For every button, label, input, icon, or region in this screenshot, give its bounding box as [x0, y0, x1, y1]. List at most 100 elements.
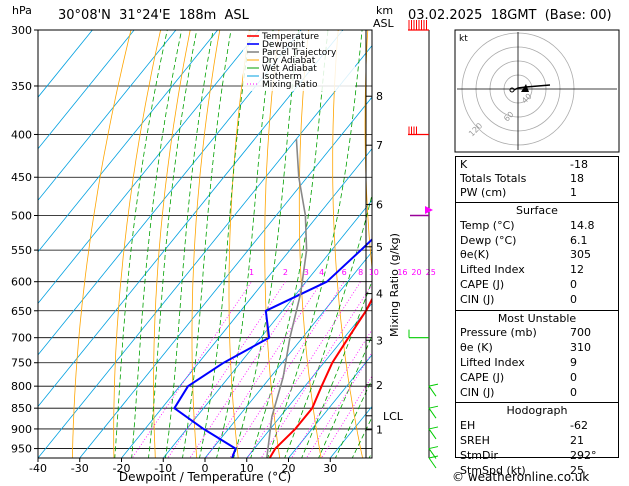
most-unstable-row-label: CAPE (J) [460, 370, 505, 384]
surface-row: Dewp (°C) 6.1 [460, 234, 614, 249]
wet-adiabat-line [334, 378, 372, 458]
most-unstable-row: CIN (J) 0 [460, 386, 614, 401]
mixing-ratio-line [260, 283, 372, 458]
most-unstable-row-label: Lifted Index [460, 355, 525, 369]
pressure-tick-label: 550 [11, 244, 32, 257]
most-unstable-row-value: 0 [570, 385, 577, 399]
km-tick-label: 1 [376, 424, 383, 437]
most-unstable-row-label: Pressure (mb) [460, 326, 537, 340]
hodograph-table-row-label: StmSpd (kt) [460, 463, 526, 477]
surface-row: Lifted Index 12 [460, 263, 614, 278]
wet-adiabat-line [199, 30, 252, 458]
hodograph-table-row: SREH 21 [460, 434, 614, 449]
surface-row-value: 14.8 [570, 218, 595, 232]
surface-row: θe(K) 305 [460, 248, 614, 263]
surface-row-value: 6.1 [570, 233, 588, 247]
x-axis-title: Dewpoint / Temperature (°C) [119, 470, 291, 484]
wind-barb-icon [428, 426, 439, 440]
pressure-tick-label: 350 [11, 80, 32, 93]
hodograph-table-row-value: 292° [570, 448, 597, 462]
temperature-tick-label: -30 [71, 462, 89, 475]
storm-motion-icon [521, 84, 529, 92]
dry-adiabat-line [364, 30, 372, 273]
surface-row-label: CAPE (J) [460, 277, 505, 291]
pressure-tick-label: 650 [11, 305, 32, 318]
isotherm-line [38, 30, 260, 305]
mixing-ratio-line [131, 281, 252, 458]
totals-value: 18 [570, 172, 584, 185]
dry-adiabat-line [113, 30, 161, 458]
pressure-tick-label: 950 [11, 443, 32, 456]
km-tick-label: 4 [376, 288, 383, 301]
dry-adiabat-line [332, 30, 364, 458]
surface-row-value: 0 [570, 292, 577, 306]
pressure-tick-label: 300 [11, 24, 32, 37]
location-title: 30°08'N 31°24'E 188m ASL [58, 8, 249, 23]
km-label: km [376, 4, 394, 17]
dry-adiabat-line [153, 30, 191, 458]
pw-label: PW (cm) [460, 186, 507, 199]
pressure-tick-label: 700 [11, 332, 32, 345]
mixing-ratio-line [246, 281, 361, 458]
temperature-tick-label: 20 [282, 462, 296, 475]
pressure-tick-label: 450 [11, 171, 32, 184]
hodograph-table-row-value: 21 [570, 433, 584, 447]
mixing-ratio-line [205, 281, 323, 458]
hodograph-table-row-value: 25 [570, 463, 584, 477]
isotherm-line [246, 302, 372, 458]
legend: Temperature Dewpoint Parcel Trajectory D… [243, 31, 355, 91]
hodograph-title: Hodograph [506, 404, 568, 418]
surface-row-label: Lifted Index [460, 263, 525, 277]
temperature-tick-label: -20 [113, 462, 131, 475]
mixing-ratio-axis-title: Mixing Ratio (g/kg) [388, 233, 401, 337]
mixing-ratio-line [321, 375, 372, 458]
mixing-ratio-line [189, 281, 307, 458]
wind-barb-icon [428, 405, 439, 419]
hodograph-origin-icon [509, 87, 515, 93]
most-unstable-block: Most Unstable Pressure (mb) 700 θe (K) 310 L… [456, 311, 618, 404]
isotherm-line [204, 251, 372, 458]
indices-panel: K -18 Totals Totals 18 PW (cm) 1 Surface… [455, 156, 619, 477]
k-index-value: -18 [570, 158, 588, 171]
pressure-tick-label: 850 [11, 402, 32, 415]
pressure-tick-label: 800 [11, 380, 32, 393]
mixing-ratio-label: 16 [397, 268, 407, 277]
most-unstable-row-value: 700 [570, 326, 591, 340]
most-unstable-title: Most Unstable [497, 311, 577, 325]
km-tick-label: 8 [376, 90, 383, 103]
mixing-ratio-label: 1 [249, 268, 254, 277]
isotherm-line [38, 30, 218, 253]
hpa-label: hPa [12, 4, 32, 17]
surface-row: Temp (°C) 14.8 [460, 219, 614, 234]
hodograph-table-row: EH -62 [460, 419, 614, 434]
hodograph-table-row: StmSpd (kt) 25 [460, 464, 614, 479]
km-tick-label: 2 [376, 379, 383, 392]
isotherm-line [38, 45, 372, 458]
most-unstable-row-label: θe (K) [460, 341, 493, 355]
wet-adiabat-line [148, 30, 198, 458]
hodograph-kt-label: kt [459, 34, 468, 44]
hodograph-table-row-label: StmDir [460, 448, 499, 462]
legend-parcel: Parcel Trajectory [262, 48, 337, 58]
pressure-tick-label: 400 [11, 128, 32, 141]
wet-adiabat-line [267, 30, 363, 458]
isotherm-line [162, 199, 372, 458]
hodograph-block: Hodograph EH -62 SREH 21 StmDir 292° StmSpd (k… [456, 403, 618, 480]
pressure-tick-label: 500 [11, 209, 32, 222]
hodograph-table-row-label: SREH [460, 433, 490, 447]
wet-adiabat-line [131, 30, 182, 458]
mixing-ratio-label: 6 [342, 268, 347, 277]
mixing-ratio-label: 3 [304, 268, 309, 277]
mixing-ratio-line [167, 281, 286, 458]
mixing-ratio-label: 10 [369, 268, 379, 277]
pressure-tick-label: 750 [11, 357, 32, 370]
mixing-ratio-label: 25 [426, 268, 436, 277]
mixing-ratio-label: 4 [319, 268, 324, 277]
most-unstable-row: Pressure (mb) 700 [460, 326, 614, 341]
isotherm-line [287, 354, 372, 458]
surface-title: Surface [516, 204, 558, 217]
pw-value: 1 [570, 186, 577, 199]
wet-adiabat-line [318, 334, 372, 458]
legend-mixing-ratio: Mixing Ratio [262, 80, 318, 90]
series-dewpoint [173, 238, 372, 458]
